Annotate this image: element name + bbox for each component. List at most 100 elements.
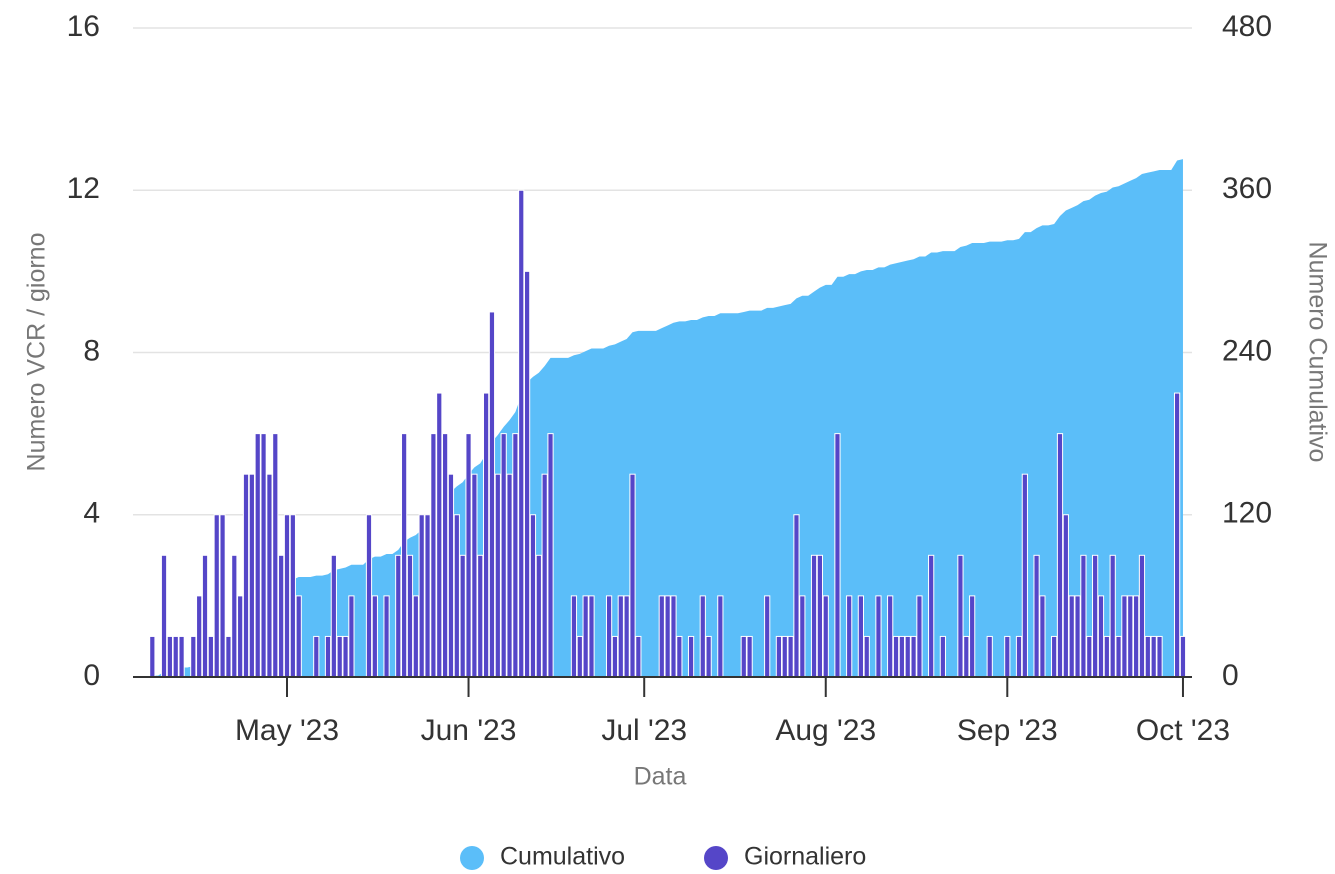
bar: [266, 473, 273, 678]
bar: [500, 433, 507, 678]
bar: [248, 473, 255, 678]
bar: [547, 433, 554, 678]
bar: [939, 635, 946, 678]
y2-axis-title: Numero Cumulativo: [1303, 242, 1331, 463]
y2-tick-label: 240: [1222, 334, 1272, 367]
bar: [898, 635, 905, 678]
bar: [254, 433, 261, 678]
bar: [336, 635, 343, 678]
bar: [348, 595, 355, 678]
bar: [471, 473, 478, 678]
x-tick-label: Oct '23: [1136, 714, 1230, 747]
legend-marker: [460, 846, 484, 870]
bar: [219, 514, 226, 678]
bar: [670, 595, 677, 678]
legend-label: Giornaliero: [744, 843, 866, 871]
bar: [166, 635, 173, 678]
bar: [1033, 554, 1040, 678]
bar: [401, 433, 408, 678]
bar: [260, 433, 267, 678]
bar: [412, 595, 419, 678]
bar: [1127, 595, 1134, 678]
bar: [986, 635, 993, 678]
bar: [535, 554, 542, 678]
bar: [910, 635, 917, 678]
bar: [635, 635, 642, 678]
bar: [523, 270, 531, 678]
bar: [172, 635, 179, 678]
bar: [846, 595, 853, 678]
bar: [430, 433, 437, 678]
bar: [406, 554, 414, 678]
bar: [570, 595, 578, 678]
bar: [740, 635, 747, 678]
bar: [237, 595, 244, 678]
bar: [963, 635, 970, 678]
bar: [887, 595, 894, 678]
bar: [1086, 635, 1093, 678]
bar: [1121, 595, 1128, 678]
y-tick-label: 12: [67, 172, 100, 205]
bar: [395, 554, 402, 678]
bar: [272, 433, 279, 678]
bar: [582, 595, 589, 678]
bar: [1074, 595, 1081, 678]
bar: [799, 595, 806, 678]
bar: [617, 595, 624, 678]
bar: [892, 635, 900, 678]
x-tick-label: May '23: [235, 714, 339, 747]
x-tick-label: Sep '23: [957, 714, 1058, 747]
bar: [623, 595, 630, 678]
bar: [541, 473, 548, 678]
y2-tick-label: 0: [1222, 659, 1239, 692]
bar: [342, 635, 349, 678]
bar: [512, 433, 519, 678]
legend-marker: [704, 846, 728, 870]
bar: [149, 635, 156, 678]
bar: [1062, 514, 1069, 678]
bar: [313, 635, 320, 678]
bar: [160, 554, 168, 678]
bar: [465, 433, 472, 678]
bar: [196, 595, 203, 678]
bar: [676, 635, 683, 678]
bar: [506, 473, 513, 678]
bar: [365, 514, 373, 678]
bar: [518, 189, 525, 678]
x-axis-title: Data: [634, 763, 687, 791]
bar: [1109, 554, 1116, 678]
bar: [863, 635, 870, 678]
bar: [1080, 554, 1087, 678]
bar: [969, 595, 976, 678]
bar: [605, 595, 613, 678]
bar: [483, 392, 490, 678]
bar: [1138, 554, 1146, 678]
bar: [775, 635, 783, 678]
bar: [1156, 635, 1163, 678]
bar: [822, 595, 829, 678]
bar: [1056, 433, 1064, 678]
bar: [1004, 635, 1011, 678]
bar: [1103, 635, 1110, 678]
bar: [1174, 392, 1181, 678]
bar: [324, 635, 332, 678]
bar: [424, 514, 431, 678]
bar: [289, 514, 296, 678]
x-tick-label: Jul '23: [601, 714, 687, 747]
bar: [1097, 595, 1105, 678]
bar: [957, 554, 964, 678]
bar: [928, 554, 935, 678]
x-tick-label: Jun '23: [421, 714, 517, 747]
legend-label: Cumulativo: [500, 843, 625, 871]
bar: [1115, 635, 1122, 678]
bar: [834, 433, 841, 678]
bar: [1015, 635, 1023, 678]
bar: [1179, 635, 1187, 678]
bar: [699, 595, 706, 678]
bar: [857, 595, 864, 678]
y-tick-label: 4: [83, 497, 100, 530]
bar: [1068, 595, 1075, 678]
bar: [295, 595, 302, 678]
y2-tick-label: 120: [1222, 497, 1272, 530]
